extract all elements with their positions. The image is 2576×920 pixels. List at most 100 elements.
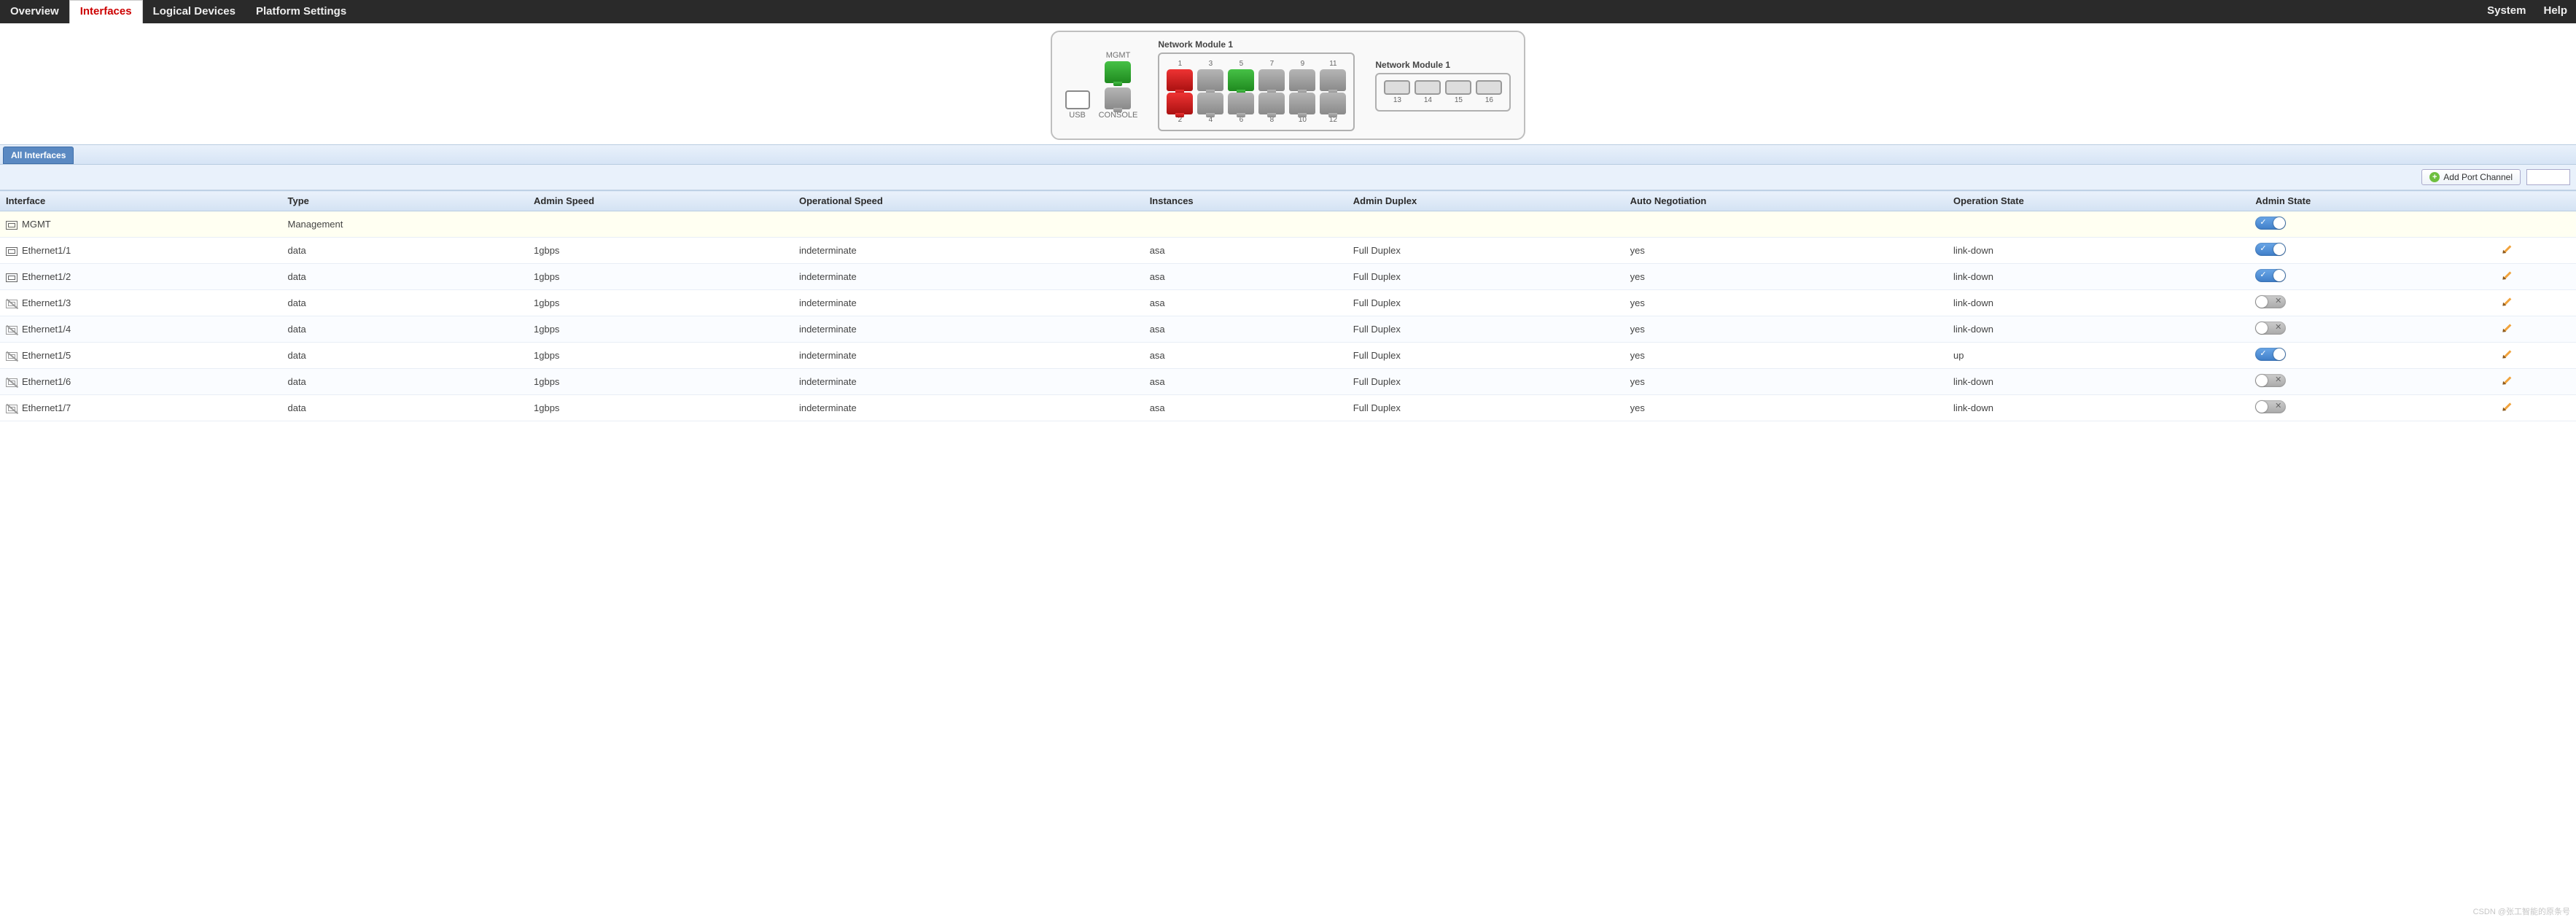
port-6[interactable]: 6 (1228, 93, 1254, 124)
col-interface[interactable]: Interface (0, 191, 281, 211)
edit-icon[interactable] (2499, 268, 2514, 283)
slot-14[interactable]: 14 (1415, 80, 1441, 104)
nic-icon (6, 300, 17, 308)
cell-actions (2496, 238, 2576, 264)
console-port[interactable] (1105, 87, 1131, 109)
admin-state-toggle[interactable] (2255, 217, 2286, 230)
subtab-all-interfaces[interactable]: All Interfaces (3, 147, 74, 164)
col-operation-state[interactable]: Operation State (1947, 191, 2249, 211)
port-1-jack[interactable] (1167, 69, 1193, 91)
nav-tab-logical-devices[interactable]: Logical Devices (143, 0, 246, 23)
port-9-jack[interactable] (1289, 69, 1315, 91)
port-2[interactable]: 2 (1167, 93, 1193, 124)
slot-13-port[interactable] (1384, 80, 1410, 95)
port-2-jack[interactable] (1167, 93, 1193, 114)
nav-tab-overview[interactable]: Overview (0, 0, 69, 23)
edit-icon[interactable] (2499, 373, 2514, 388)
admin-state-toggle[interactable] (2255, 348, 2286, 361)
mgmt-console-module: MGMT CONSOLE (1099, 51, 1138, 120)
port-5-jack[interactable] (1228, 69, 1254, 91)
nav-tab-platform-settings[interactable]: Platform Settings (246, 0, 357, 23)
port-9[interactable]: 9 (1289, 60, 1315, 91)
cell-auto-negotiation: yes (1624, 395, 1947, 421)
interfaces-table: InterfaceTypeAdmin SpeedOperational Spee… (0, 190, 2576, 421)
edit-icon[interactable] (2499, 399, 2514, 414)
nav-link-help[interactable]: Help (2534, 0, 2576, 23)
col-operational-speed[interactable]: Operational Speed (793, 191, 1144, 211)
edit-icon[interactable] (2499, 321, 2514, 335)
cell-instances: asa (1144, 290, 1347, 316)
port-11-jack[interactable] (1320, 69, 1346, 91)
admin-state-toggle[interactable] (2255, 295, 2286, 308)
cell-admin-speed (528, 211, 793, 238)
admin-state-toggle[interactable] (2255, 269, 2286, 282)
edit-icon[interactable] (2499, 347, 2514, 362)
edit-icon[interactable] (2499, 242, 2514, 257)
col-type[interactable]: Type (281, 191, 528, 211)
port-4[interactable]: 4 (1197, 93, 1223, 124)
edit-icon[interactable] (2499, 295, 2514, 309)
port-10-jack[interactable] (1289, 93, 1315, 114)
table-row[interactable]: Ethernet1/2data1gbpsindeterminateasaFull… (0, 264, 2576, 290)
admin-state-toggle[interactable] (2255, 374, 2286, 387)
table-row[interactable]: Ethernet1/1data1gbpsindeterminateasaFull… (0, 238, 2576, 264)
port-8[interactable]: 8 (1258, 93, 1285, 124)
col-actions[interactable] (2496, 191, 2576, 211)
admin-state-toggle[interactable] (2255, 321, 2286, 335)
port-8-jack[interactable] (1258, 93, 1285, 114)
cell-actions (2496, 343, 2576, 369)
port-10[interactable]: 10 (1289, 93, 1315, 124)
table-row[interactable]: Ethernet1/5data1gbpsindeterminateasaFull… (0, 343, 2576, 369)
col-admin-state[interactable]: Admin State (2249, 191, 2495, 211)
col-admin-duplex[interactable]: Admin Duplex (1347, 191, 1624, 211)
slot-13[interactable]: 13 (1384, 80, 1410, 104)
port-3[interactable]: 3 (1197, 60, 1223, 91)
network-module-1-frame: 1357911 24681012 (1158, 52, 1355, 131)
search-input[interactable] (2526, 169, 2570, 185)
admin-state-toggle[interactable] (2255, 400, 2286, 413)
port-12-jack[interactable] (1320, 93, 1346, 114)
table-row[interactable]: Ethernet1/4data1gbpsindeterminateasaFull… (0, 316, 2576, 343)
nav-tab-interfaces[interactable]: Interfaces (69, 0, 143, 23)
usb-module: USB (1065, 90, 1090, 120)
cell-actions (2496, 290, 2576, 316)
port-6-jack[interactable] (1228, 93, 1254, 114)
col-instances[interactable]: Instances (1144, 191, 1347, 211)
cell-operation-state: link-down (1947, 238, 2249, 264)
port-12[interactable]: 12 (1320, 93, 1346, 124)
table-row[interactable]: Ethernet1/6data1gbpsindeterminateasaFull… (0, 369, 2576, 395)
port-11[interactable]: 11 (1320, 60, 1346, 91)
cell-actions (2496, 369, 2576, 395)
port-5[interactable]: 5 (1228, 60, 1254, 91)
admin-state-toggle[interactable] (2255, 243, 2286, 256)
table-row[interactable]: Ethernet1/3data1gbpsindeterminateasaFull… (0, 290, 2576, 316)
port-3-jack[interactable] (1197, 69, 1223, 91)
module1-top-row: 1357911 (1167, 60, 1346, 91)
port-7-jack[interactable] (1258, 69, 1285, 91)
slot-14-port[interactable] (1415, 80, 1441, 95)
cell-interface: Ethernet1/3 (0, 290, 281, 316)
table-row[interactable]: MGMTManagement (0, 211, 2576, 238)
port-1[interactable]: 1 (1167, 60, 1193, 91)
col-auto-negotiation[interactable]: Auto Negotiation (1624, 191, 1947, 211)
cell-admin-duplex: Full Duplex (1347, 343, 1624, 369)
slot-15-port[interactable] (1445, 80, 1471, 95)
col-admin-speed[interactable]: Admin Speed (528, 191, 793, 211)
cell-admin-speed: 1gbps (528, 316, 793, 343)
mgmt-port[interactable] (1105, 61, 1131, 83)
plus-icon: + (2429, 172, 2440, 182)
cell-operational-speed: indeterminate (793, 290, 1144, 316)
add-port-channel-button[interactable]: + Add Port Channel (2421, 169, 2521, 185)
port-4-jack[interactable] (1197, 93, 1223, 114)
cell-instances: asa (1144, 343, 1347, 369)
slot-16-port[interactable] (1476, 80, 1502, 95)
cell-type: data (281, 395, 528, 421)
cell-interface: Ethernet1/2 (0, 264, 281, 290)
port-7[interactable]: 7 (1258, 60, 1285, 91)
slot-16[interactable]: 16 (1476, 80, 1502, 104)
nav-link-system[interactable]: System (2478, 0, 2534, 23)
cell-instances: asa (1144, 369, 1347, 395)
cell-admin-state (2249, 264, 2495, 290)
slot-15[interactable]: 15 (1445, 80, 1471, 104)
table-row[interactable]: Ethernet1/7data1gbpsindeterminateasaFull… (0, 395, 2576, 421)
